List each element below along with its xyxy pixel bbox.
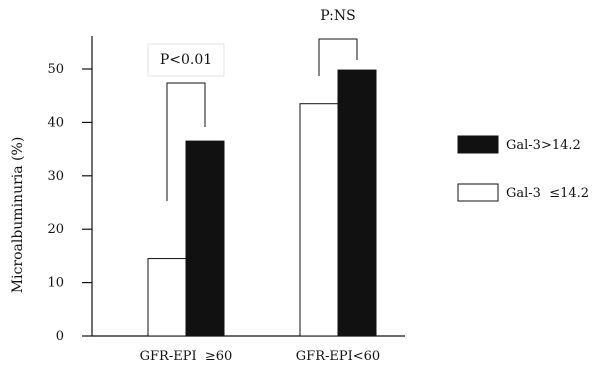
- bar: [185, 140, 225, 337]
- bar: [337, 69, 377, 337]
- x-category-label: GFR-EPI ≥60: [140, 349, 233, 364]
- y-tick-label: 10: [47, 276, 64, 291]
- significance-bracket: [166, 82, 206, 201]
- y-axis-title: Microalbuminuria (%): [10, 137, 26, 294]
- legend-swatch: [457, 183, 499, 202]
- x-category-label: GFR-EPI<60: [296, 349, 380, 364]
- legend-label: Gal-3>14.2: [506, 138, 581, 153]
- bars: [147, 69, 377, 337]
- legend-label: Gal-3 ≤14.2: [506, 186, 589, 201]
- significance-bracket: [318, 38, 358, 76]
- legend-swatch: [457, 135, 499, 154]
- legend: Gal-3>14.2 Gal-3 ≤14.2: [457, 135, 589, 202]
- y-tick-label: 0: [56, 329, 64, 344]
- bar: [299, 103, 339, 337]
- p-value-label: P<0.01: [160, 52, 212, 68]
- annotations: P<0.01 P:NS: [147, 8, 358, 201]
- y-tick-label: 30: [47, 169, 64, 184]
- y-tick-label: 40: [47, 115, 64, 130]
- axes: 0 10 20 30 40 50 GFR-EPI ≥60 GFR-EPI<60: [47, 36, 405, 364]
- y-tick-label: 20: [47, 222, 64, 237]
- y-tick-label: 50: [47, 62, 64, 77]
- p-value-box: [147, 43, 225, 77]
- p-value-label: P:NS: [320, 8, 355, 24]
- bar: [147, 258, 187, 337]
